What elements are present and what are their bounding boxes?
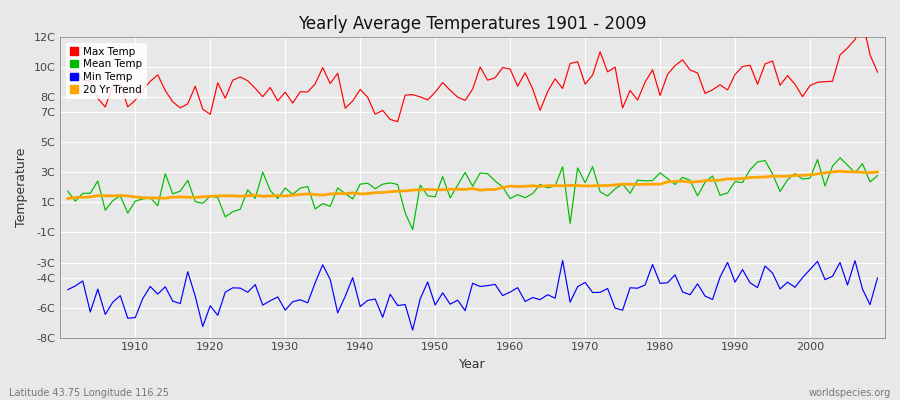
Text: worldspecies.org: worldspecies.org — [809, 388, 891, 398]
Legend: Max Temp, Mean Temp, Min Temp, 20 Yr Trend: Max Temp, Mean Temp, Min Temp, 20 Yr Tre… — [66, 42, 147, 99]
Text: Latitude 43.75 Longitude 116.25: Latitude 43.75 Longitude 116.25 — [9, 388, 169, 398]
Title: Yearly Average Temperatures 1901 - 2009: Yearly Average Temperatures 1901 - 2009 — [299, 15, 647, 33]
X-axis label: Year: Year — [459, 358, 486, 371]
Y-axis label: Temperature: Temperature — [15, 148, 28, 227]
